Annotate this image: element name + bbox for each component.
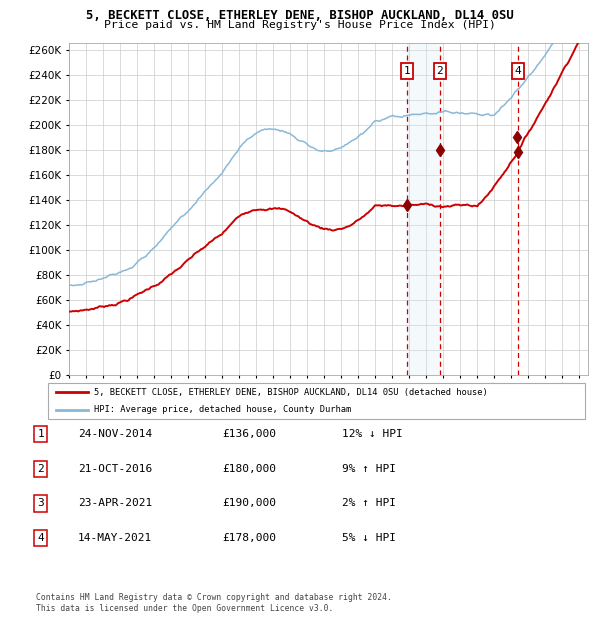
Text: 9% ↑ HPI: 9% ↑ HPI	[342, 464, 396, 474]
Text: 23-APR-2021: 23-APR-2021	[78, 498, 152, 508]
Text: Price paid vs. HM Land Registry's House Price Index (HPI): Price paid vs. HM Land Registry's House …	[104, 20, 496, 30]
Text: 4: 4	[514, 66, 521, 76]
Text: 2% ↑ HPI: 2% ↑ HPI	[342, 498, 396, 508]
Text: 1: 1	[404, 66, 410, 76]
Text: 4: 4	[37, 533, 44, 543]
Text: 14-MAY-2021: 14-MAY-2021	[78, 533, 152, 543]
Text: 21-OCT-2016: 21-OCT-2016	[78, 464, 152, 474]
Text: £136,000: £136,000	[222, 429, 276, 439]
Text: 2: 2	[436, 66, 443, 76]
Text: 1: 1	[37, 429, 44, 439]
Text: 24-NOV-2014: 24-NOV-2014	[78, 429, 152, 439]
Text: 5, BECKETT CLOSE, ETHERLEY DENE, BISHOP AUCKLAND, DL14 0SU (detached house): 5, BECKETT CLOSE, ETHERLEY DENE, BISHOP …	[94, 388, 487, 397]
FancyBboxPatch shape	[48, 383, 585, 419]
Text: 5% ↓ HPI: 5% ↓ HPI	[342, 533, 396, 543]
Text: 5, BECKETT CLOSE, ETHERLEY DENE, BISHOP AUCKLAND, DL14 0SU: 5, BECKETT CLOSE, ETHERLEY DENE, BISHOP …	[86, 9, 514, 22]
Bar	[407, 43, 440, 375]
Text: £190,000: £190,000	[222, 498, 276, 508]
Text: 3: 3	[37, 498, 44, 508]
Text: £178,000: £178,000	[222, 533, 276, 543]
Text: 2: 2	[37, 464, 44, 474]
Text: HPI: Average price, detached house, County Durham: HPI: Average price, detached house, Coun…	[94, 405, 351, 414]
Text: 12% ↓ HPI: 12% ↓ HPI	[342, 429, 403, 439]
Text: £180,000: £180,000	[222, 464, 276, 474]
Text: Contains HM Land Registry data © Crown copyright and database right 2024.
This d: Contains HM Land Registry data © Crown c…	[36, 593, 392, 613]
